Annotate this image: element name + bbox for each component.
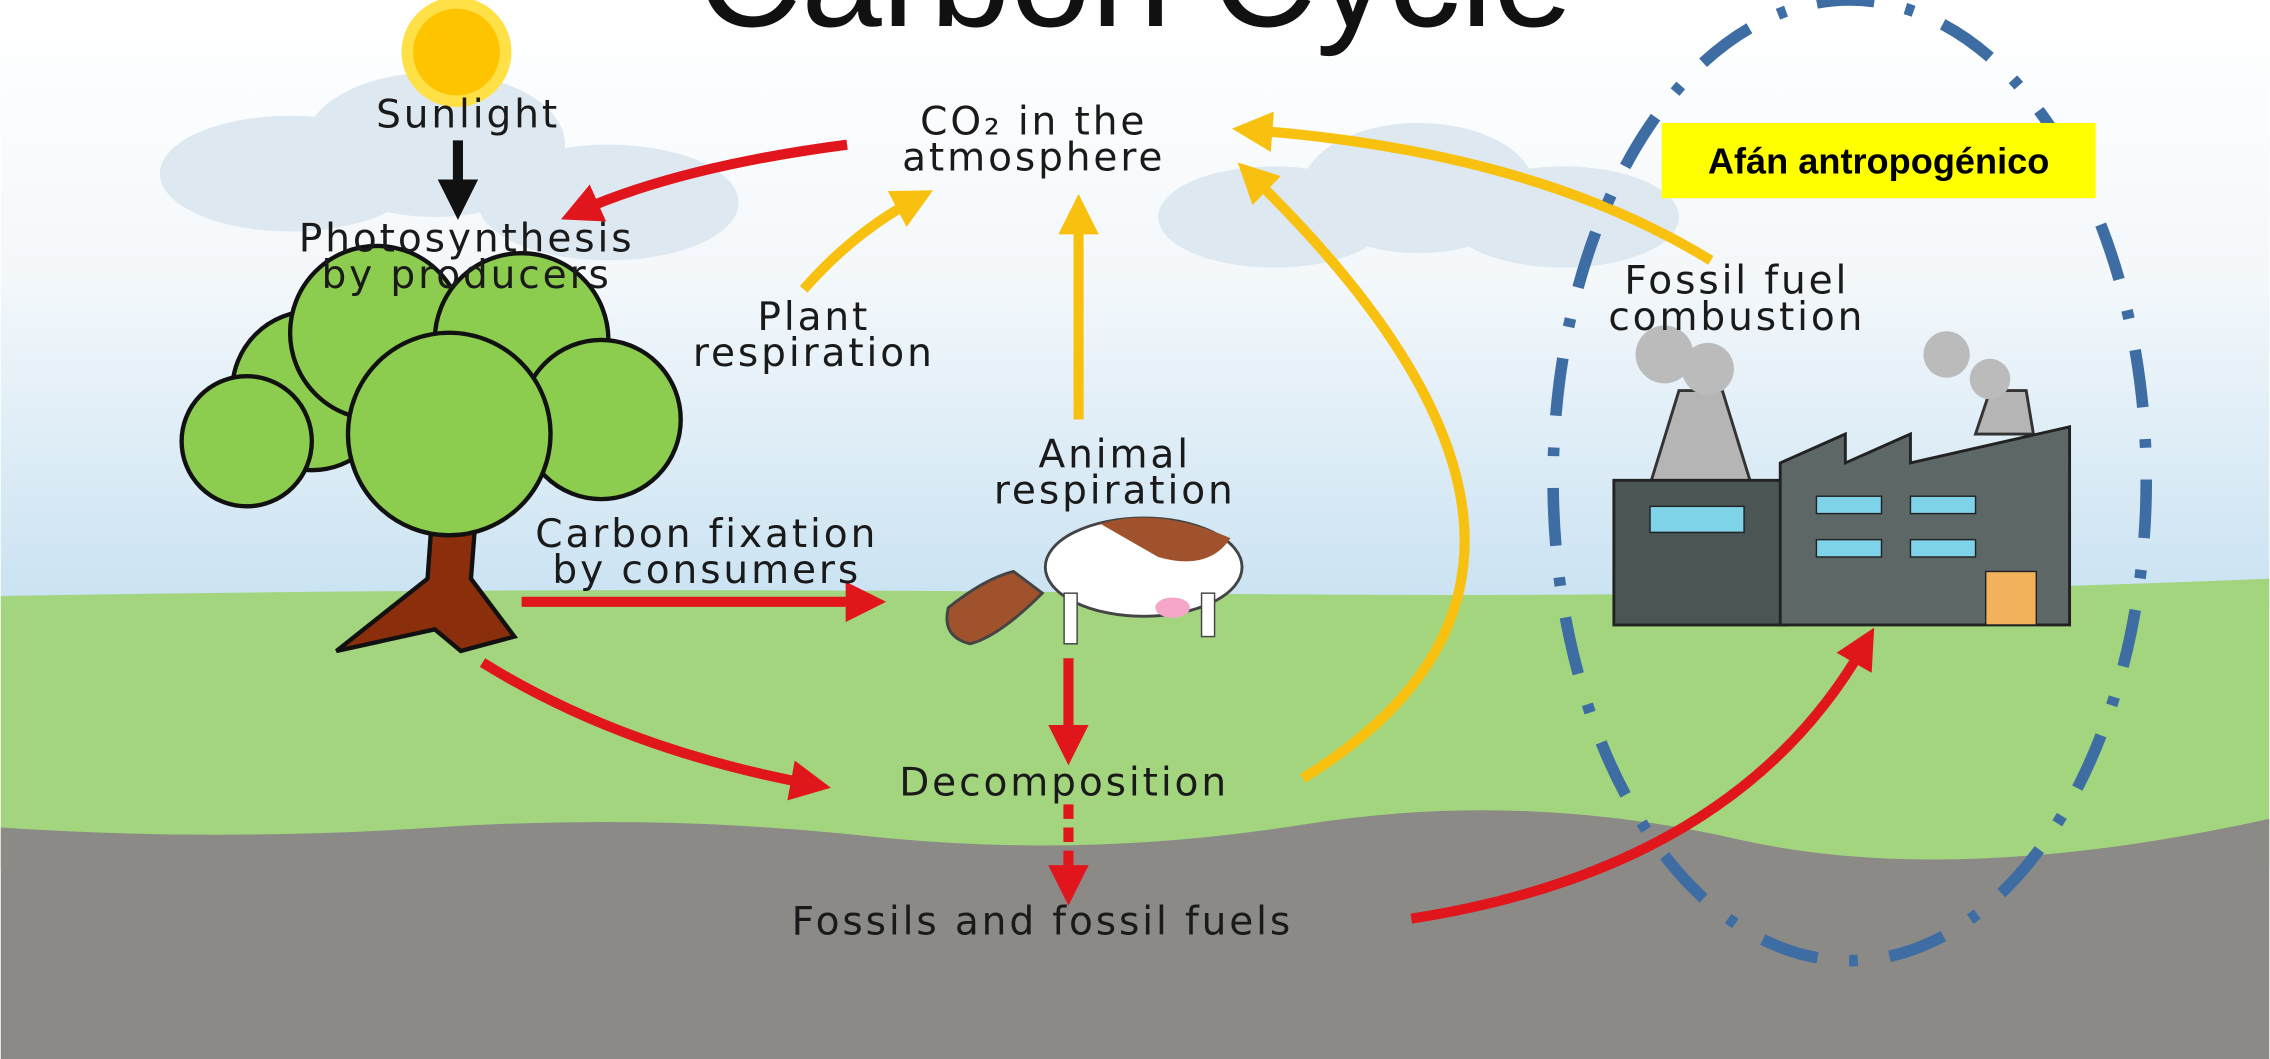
tree [179, 243, 683, 654]
label-animal-respiration: Animal respiration [994, 432, 1236, 513]
labels: Sunlight Photosynthesis by producers CO₂ … [299, 92, 1865, 945]
label-fossils: Fossils and fossil fuels [792, 900, 1294, 945]
label-sunlight: Sunlight [376, 92, 560, 137]
callout-text: Afán antropogénico [1708, 141, 2049, 182]
callout-box [1661, 122, 2096, 199]
label-line: Plant [757, 295, 870, 340]
cow [945, 516, 1244, 646]
label-carbon-fixation: Carbon fixation by consumers [535, 512, 878, 593]
label-line: Sunlight [376, 92, 560, 137]
title: Carbon Cycle [697, 0, 1573, 57]
label-line: Decomposition [899, 761, 1229, 806]
label-line: Photosynthesis [299, 217, 635, 262]
sun [401, 0, 512, 108]
label-line: Animal [1039, 432, 1191, 477]
label-line: by consumers [552, 548, 861, 593]
label-atmosphere: CO₂ in the atmosphere [902, 100, 1165, 181]
factory [1612, 325, 2072, 627]
label-photosynthesis: Photosynthesis by producers [299, 217, 635, 298]
label-line: respiration [693, 331, 935, 376]
anthropogenic-outline [1547, 0, 2152, 967]
label-line: atmosphere [902, 136, 1165, 181]
label-line: by producers [321, 253, 611, 298]
label-line: respiration [994, 468, 1236, 513]
label-line: Fossil fuel [1624, 259, 1849, 304]
label-combustion: Fossil fuel combustion [1608, 259, 1865, 340]
label-line: Carbon fixation [535, 512, 878, 557]
arrows [437, 111, 1875, 924]
label-line: combustion [1608, 295, 1865, 340]
label-line: CO₂ in the [920, 100, 1147, 145]
label-line: Fossils and fossil fuels [792, 900, 1294, 945]
label-plant-respiration: Plant respiration [693, 295, 935, 376]
label-decomposition: Decomposition [899, 761, 1229, 806]
